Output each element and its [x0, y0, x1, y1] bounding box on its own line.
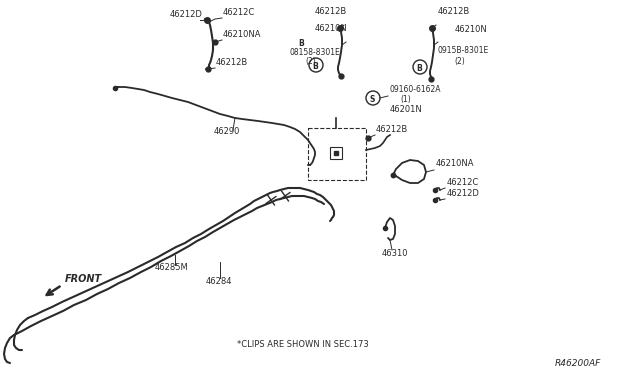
Text: 46212B: 46212B [376, 125, 408, 134]
Text: 46212C: 46212C [447, 178, 479, 187]
Text: B: B [312, 61, 318, 71]
Text: B: B [298, 39, 304, 48]
Bar [330, 147, 342, 159]
Text: 46201N: 46201N [390, 105, 423, 114]
Text: 0915B-8301E: 0915B-8301E [438, 46, 489, 55]
Text: (1): (1) [400, 95, 411, 104]
Text: 46210NA: 46210NA [436, 159, 474, 168]
Text: S: S [369, 94, 375, 103]
Text: 46212D: 46212D [170, 10, 203, 19]
Text: 46210N: 46210N [315, 24, 348, 33]
Text: 08158-8301E: 08158-8301E [290, 48, 340, 57]
Text: 46212D: 46212D [447, 189, 480, 198]
Bar [308, 128, 366, 180]
Text: B: B [417, 64, 422, 73]
Text: 46210N: 46210N [455, 25, 488, 34]
Text: 46212C: 46212C [223, 8, 255, 17]
Text: 46210NA: 46210NA [223, 30, 262, 39]
Text: 46285M: 46285M [155, 263, 189, 272]
Text: FRONT: FRONT [65, 274, 102, 284]
Text: (2): (2) [305, 57, 316, 66]
Text: 46290: 46290 [214, 127, 241, 136]
Text: 46212B: 46212B [216, 58, 248, 67]
Text: 46212B: 46212B [315, 7, 348, 16]
Text: 46284: 46284 [206, 277, 232, 286]
Text: (2): (2) [454, 57, 465, 66]
Text: 46310: 46310 [382, 249, 408, 258]
Text: 46212B: 46212B [438, 7, 470, 16]
Text: *CLIPS ARE SHOWN IN SEC.173: *CLIPS ARE SHOWN IN SEC.173 [237, 340, 369, 349]
Text: R46200AF: R46200AF [555, 359, 601, 368]
Text: 09160-6162A: 09160-6162A [390, 85, 442, 94]
